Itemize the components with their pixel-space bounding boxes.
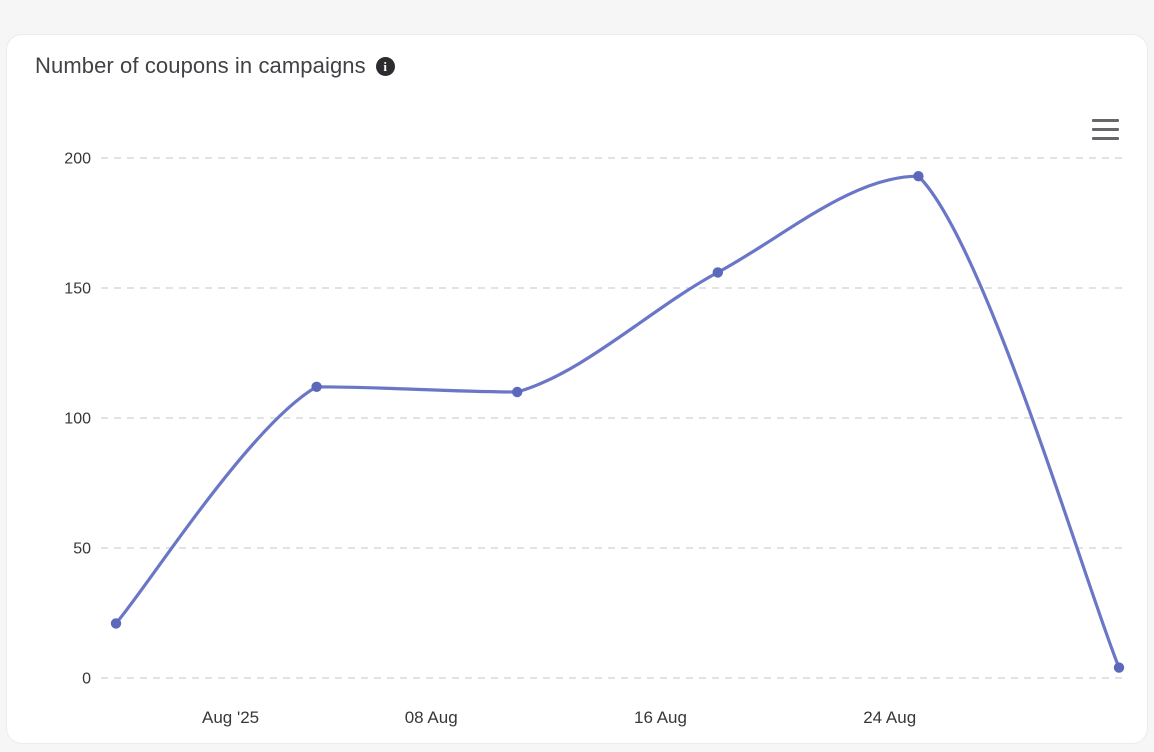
- y-axis-label: 100: [64, 411, 91, 428]
- series-line: [114, 174, 1121, 670]
- chart-title: Number of coupons in campaigns: [35, 53, 366, 78]
- x-axis-label: 08 Aug: [405, 708, 458, 727]
- chart-header: Number of coupons in campaigns i: [35, 53, 395, 79]
- y-axis-label: 50: [73, 541, 91, 558]
- y-axis-label: 200: [64, 151, 91, 168]
- data-point-marker[interactable]: [311, 381, 322, 392]
- data-point-marker[interactable]: [712, 267, 723, 278]
- data-point-marker[interactable]: [1113, 662, 1125, 673]
- data-point-marker[interactable]: [110, 618, 122, 629]
- chart-context-menu-button[interactable]: [1092, 119, 1119, 140]
- y-axis-label: 150: [64, 281, 91, 298]
- hamburger-icon: [1092, 119, 1119, 122]
- coupons-line-chart: 0 50 100 150 200 Aug '25 08 Aug 16 Aug 24 Aug: [64, 151, 1125, 727]
- x-axis-label: 24 Aug: [863, 708, 916, 727]
- data-point-marker[interactable]: [913, 171, 924, 182]
- info-icon[interactable]: i: [375, 56, 395, 76]
- data-point-marker[interactable]: [512, 386, 523, 398]
- x-axis-label: 16 Aug: [634, 708, 687, 727]
- x-axis-label: Aug '25: [202, 708, 259, 727]
- chart-card: Number of coupons in campaigns i 0 50 100 1…: [6, 34, 1148, 744]
- y-axis-label: 0: [82, 671, 91, 688]
